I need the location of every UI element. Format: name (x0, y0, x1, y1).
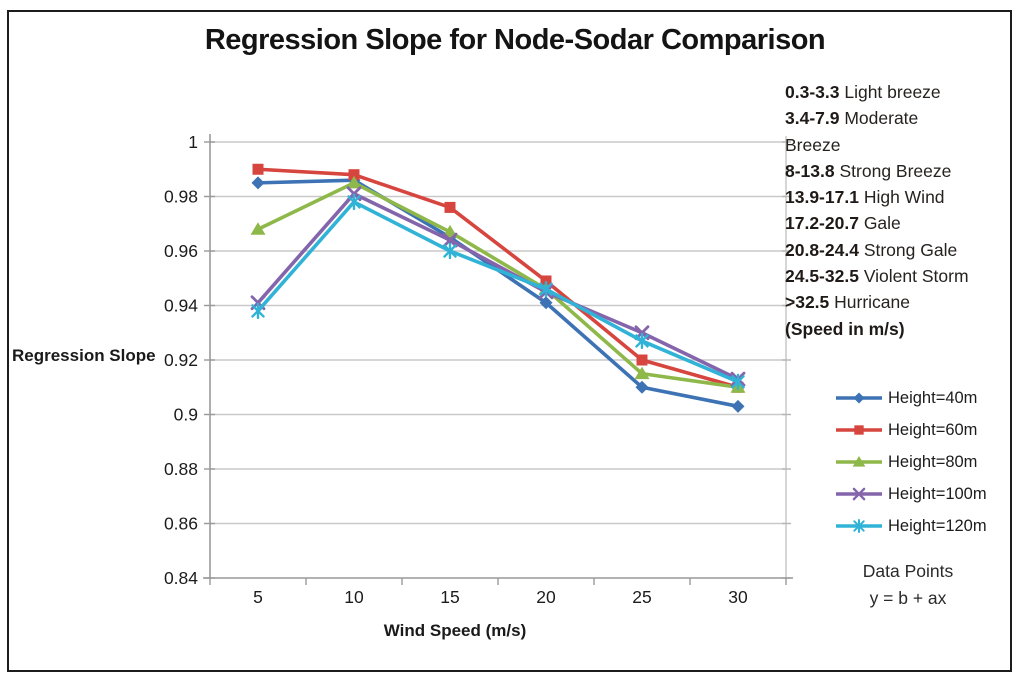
beaufort-range: 13.9-17.1 (785, 187, 859, 208)
beaufort-label: Breeze (785, 134, 841, 155)
beaufort-line: 3.4-7.9 Moderate (785, 105, 1020, 131)
x-tick-label: 20 (536, 587, 556, 607)
beaufort-range: 0.3-3.3 (785, 82, 840, 102)
x-tick-label: 25 (632, 587, 651, 607)
legend-label: Height=40m (888, 388, 978, 407)
legend-swatch-height-40m (836, 392, 882, 404)
series-height-120m (251, 193, 745, 390)
beaufort-line: 24.5-32.5 Violent Storm (785, 263, 1020, 289)
y-tick-label: 0.84 (164, 568, 198, 588)
beaufort-label: Gale (858, 213, 901, 234)
legend-item-height-120m: Height=120m (836, 510, 987, 542)
legend-label: Height=60m (888, 420, 978, 439)
series-height-100m (250, 186, 746, 387)
beaufort-line: (Speed in m/s) (785, 316, 1020, 342)
gridlines (210, 136, 791, 579)
beaufort-label: Moderate (839, 108, 919, 129)
legend-item-height-60m: Height=60m (836, 414, 987, 446)
axes (203, 134, 793, 585)
legend-swatch-height-60m (836, 425, 882, 435)
beaufort-line: 13.9-17.1 High Wind (785, 184, 1020, 210)
beaufort-scale-note: 0.3-3.3 Light breeze 3.4-7.9 Moderate Br… (785, 79, 1020, 342)
image-border (7, 10, 1012, 672)
legend-note-title: Data Points (862, 561, 954, 581)
beaufort-range: 24.5-32.5 (785, 266, 859, 287)
beaufort-range: 3.4-7.9 (785, 108, 840, 129)
y-tick-label: 0.98 (164, 187, 198, 207)
x-axis-title: Wind Speed (m/s) (383, 621, 527, 640)
y-tick-label: 0.96 (164, 241, 198, 261)
beaufort-line: 20.8-24.4 Strong Gale (785, 237, 1020, 263)
y-tick-label: 0.86 (164, 514, 198, 534)
legend-item-height-80m: Height=80m (836, 446, 987, 478)
beaufort-range: >32.5 (785, 292, 830, 313)
beaufort-label: Strong Gale (858, 239, 958, 260)
x-tick-label: 15 (440, 587, 459, 607)
beaufort-range: (Speed in m/s) (785, 318, 905, 339)
beaufort-line: 8-13.8 Strong Breeze (785, 158, 1020, 184)
beaufort-label: Violent Storm (858, 266, 969, 287)
legend-note: Data Points y = b + ax (818, 558, 998, 612)
legend-swatch-height-80m (836, 456, 882, 467)
y-tick-label: 0.88 (164, 459, 198, 479)
beaufort-range: 17.2-20.7 (785, 213, 859, 234)
legend-item-height-100m: Height=100m (836, 478, 987, 510)
y-tick-label: 1 (188, 132, 198, 152)
legend-label: Height=80m (888, 452, 978, 471)
beaufort-label: Strong Breeze (834, 160, 952, 181)
beaufort-line: >32.5 Hurricane (785, 289, 1020, 315)
beaufort-label: Hurricane (829, 292, 911, 313)
y-axis-title: Regression Slope (12, 346, 156, 365)
legend-label: Height=100m (888, 484, 987, 503)
legend-label: Height=120m (888, 516, 987, 535)
legend-swatch-height-120m (836, 519, 882, 533)
beaufort-line: 0.3-3.3 Light breeze (785, 79, 1020, 105)
beaufort-label: Light breeze (839, 82, 941, 102)
legend-note-formula: y = b + ax (869, 588, 947, 608)
x-tick-label: 30 (728, 587, 748, 607)
legend: Height=40m Height=60m Height=80m Height=… (836, 382, 987, 542)
beaufort-label: High Wind (858, 187, 945, 208)
x-tick-label: 5 (253, 587, 263, 607)
legend-swatch-height-100m (836, 487, 882, 501)
x-tick-label: 10 (344, 587, 364, 607)
beaufort-line: 17.2-20.7 Gale (785, 210, 1020, 236)
beaufort-range: 8-13.8 (785, 160, 835, 181)
legend-item-height-40m: Height=40m (836, 382, 987, 414)
y-tick-label: 0.94 (164, 296, 198, 316)
chart-title: Regression Slope for Node-Sodar Comparis… (204, 24, 826, 56)
y-tick-label: 0.9 (174, 405, 198, 425)
beaufort-line: Breeze (785, 132, 1020, 158)
y-tick-label: 0.92 (164, 350, 198, 370)
beaufort-range: 20.8-24.4 (785, 239, 859, 260)
